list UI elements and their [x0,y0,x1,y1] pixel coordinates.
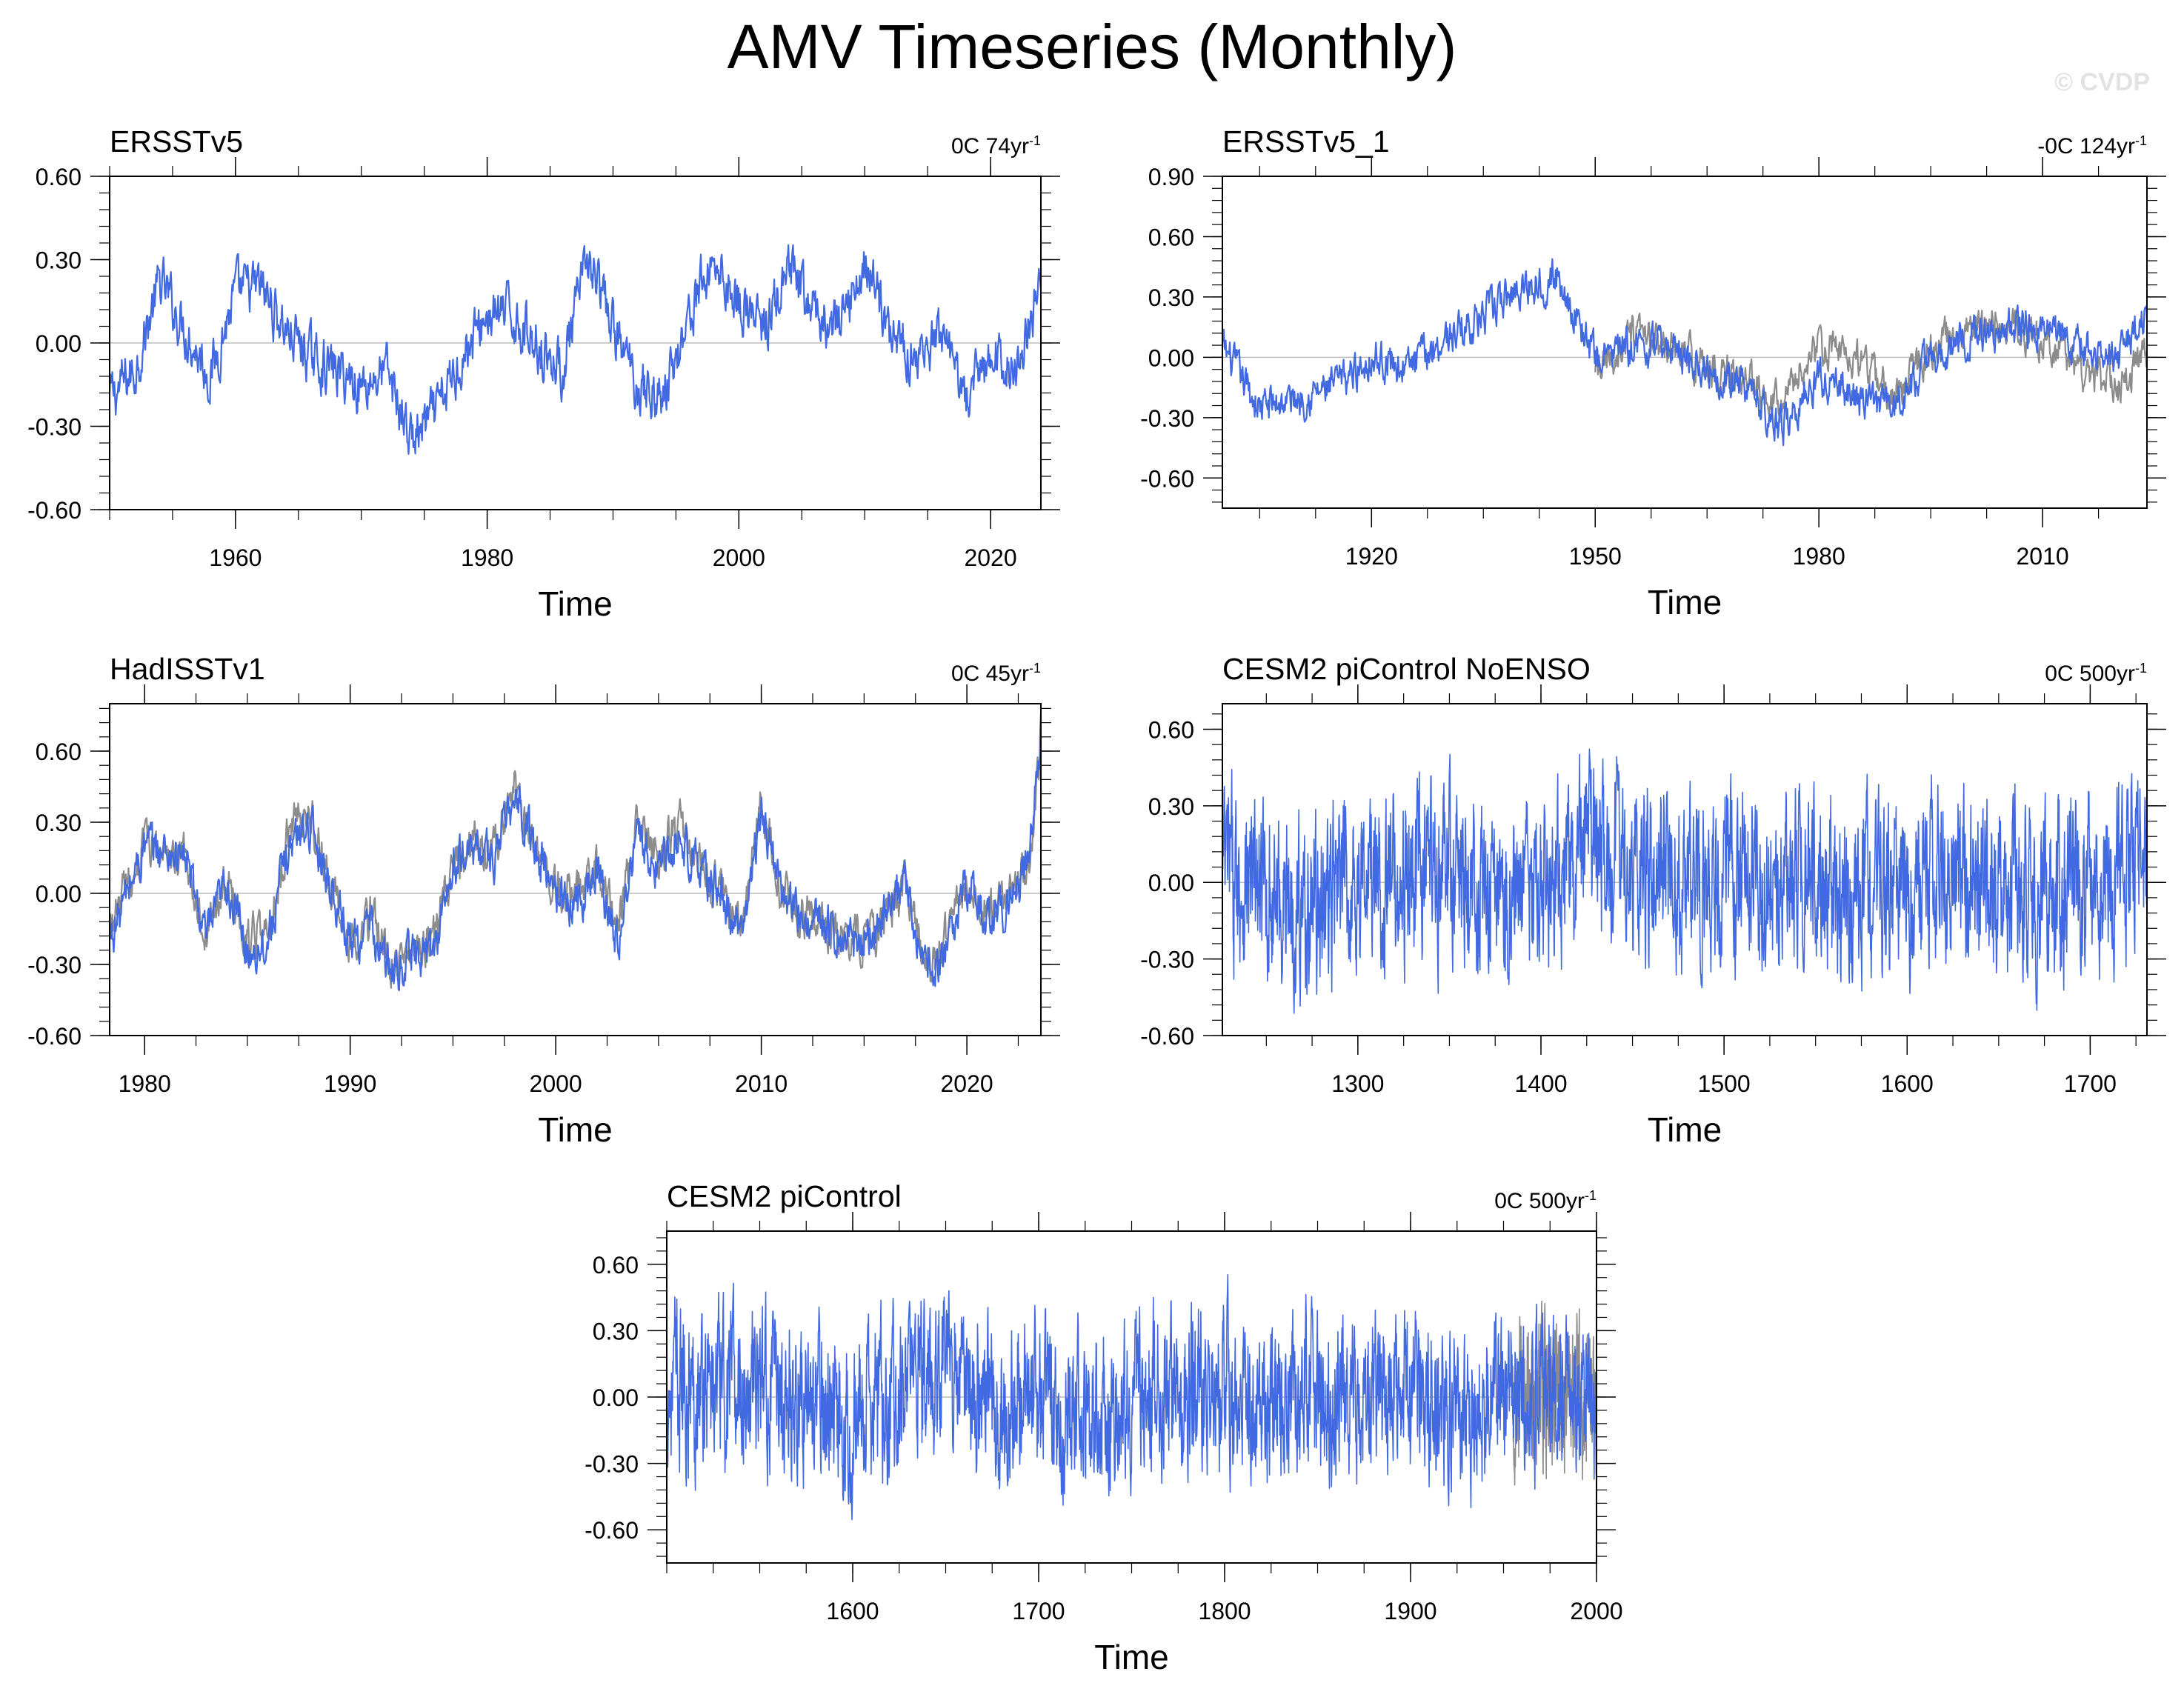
chart-svg: -0.60 -0.30 0.00 0.30 0.60 1980 1990 2000 2010 20… [27,684,1060,1097]
x-tick-label: 1800 [1198,1598,1251,1624]
y-tick-label: 0.60 [593,1252,639,1279]
series-line-blue [108,713,1042,992]
x-tick-label: 1960 [209,544,262,571]
x-tick-label: 1700 [2064,1070,2117,1097]
y-tick-label: 0.00 [36,330,81,357]
y-tick-label: 0.00 [593,1384,639,1411]
x-tick-label: 2000 [713,544,765,571]
y-tick-label: -0.30 [27,414,81,441]
trend-value: 0C 500yr [2045,661,2135,686]
x-tick-label: 1920 [1345,543,1398,570]
x-tick-label: 2010 [2017,543,2069,570]
y-tick-label: 0.60 [1148,224,1194,250]
panel-title: CESM2 piControl [667,1179,902,1213]
x-tick-label: 1950 [1569,543,1622,570]
y-tick-label: -0.30 [1140,947,1194,973]
trend-label: 0C 500yr-1 [1494,1188,1597,1214]
series-line-blue [1221,258,2148,447]
x-tick-label: 2020 [941,1070,993,1097]
trend-label: 0C 74yr-1 [951,133,1041,159]
trend-value: -0C 124yr [2037,134,2135,159]
series-line-blue [666,1273,1597,1521]
chart-svg: -0.60 -0.30 0.00 0.30 0.60 1300 1400 1500 1600 17… [1140,684,2166,1097]
y-tick-label: -0.30 [1140,405,1194,432]
x-tick-label: 1990 [324,1070,376,1097]
panel-title: ERSSTv5 [110,124,243,159]
series-line-blue [1222,748,2148,1014]
plot-frame [1222,176,2148,509]
trend-exponent: -1 [2134,133,2147,148]
trend-label: 0C 500yr-1 [2045,661,2147,687]
y-tick-label: 0.30 [1148,793,1194,820]
panel-title: CESM2 piControl NoENSO [1222,652,1591,686]
trend-label: -0C 124yr-1 [2037,133,2147,159]
panel-title: HadISSTv1 [110,652,265,686]
y-tick-label: 0.30 [36,810,81,836]
y-tick-label: -0.30 [27,952,81,979]
x-tick-label: 1300 [1331,1070,1384,1097]
plot-frame [109,703,1042,1036]
figure-title: AMV Timeseries (Monthly) [727,12,1457,81]
y-tick-label: -0.60 [1140,465,1194,492]
x-axis-label: Time [1094,1638,1169,1676]
chart-panel-cesm2-picontrol-noenso: -0.60 -0.30 0.00 0.30 0.60 1300 1400 1500 1600 17… [1111,639,2184,1150]
x-tick-label: 1400 [1514,1070,1567,1097]
y-tick-label: -0.60 [585,1517,639,1544]
chart-svg: -0.60 -0.30 0.00 0.30 0.60 1600 1700 1800 1900 20… [585,1212,1623,1624]
trend-value: 0C 45yr [950,661,1029,686]
chart-panel-ersstv5-1: -0.60 -0.30 0.00 0.30 0.60 0.90 1920 1950 1980 20… [1111,111,2184,622]
x-tick-label: 2000 [530,1070,582,1097]
y-tick-label: 0.00 [1148,344,1194,371]
y-tick-label: -0.60 [27,497,81,524]
y-tick-label: 0.60 [36,164,81,190]
x-tick-label: 2020 [964,544,1016,571]
trend-exponent: -1 [1584,1188,1597,1203]
panel-title: ERSSTv5_1 [1222,124,1390,159]
x-tick-label: 1900 [1384,1598,1436,1624]
y-tick-label: 0.30 [36,247,81,274]
y-tick-label: 0.60 [1148,716,1194,743]
y-tick-label: 0.60 [36,739,81,765]
x-tick-label: 2000 [1570,1598,1622,1624]
trend-exponent: -1 [2134,661,2147,676]
y-tick-label: 0.00 [1148,870,1194,896]
x-tick-label: 1980 [461,544,513,571]
trend-exponent: -1 [1028,133,1041,148]
trend-value: 0C 74yr [950,134,1029,159]
x-axis-label: Time [1647,1110,1722,1149]
y-tick-label: -0.60 [27,1023,81,1050]
y-tick-label: 0.90 [1148,164,1194,190]
chart-svg: -0.60 -0.30 0.00 0.30 0.60 0.90 1920 1950 1980 20… [1140,157,2166,570]
series-line-gray [1594,307,2148,424]
x-axis-label: Time [538,584,613,623]
trend-exponent: -1 [1028,661,1041,676]
y-tick-label: -0.30 [585,1451,639,1478]
cvdp-watermark: © CVDP [2054,68,2150,96]
x-tick-label: 1700 [1012,1598,1065,1624]
y-tick-label: 0.30 [1148,284,1194,311]
x-tick-label: 1600 [826,1598,879,1624]
chart-svg: -0.60 -0.30 0.00 0.30 0.60 1960 1980 2000 2020 [27,157,1060,571]
trend-value: 0C 500yr [1494,1189,1585,1213]
x-tick-label: 2010 [735,1070,788,1097]
trend-label: 0C 45yr-1 [951,661,1041,687]
x-tick-label: 1980 [1793,543,1845,570]
y-tick-label: -0.60 [1140,1023,1194,1050]
x-axis-label: Time [1647,583,1722,621]
series-line-blue [108,244,1042,455]
chart-panel-hadisstv1: -0.60 -0.30 0.00 0.30 0.60 1980 1990 2000 2010 20… [0,639,1092,1150]
x-tick-label: 1500 [1698,1070,1751,1097]
x-axis-label: Time [538,1110,613,1149]
x-tick-label: 1600 [1881,1070,1934,1097]
chart-panel-cesm2-picontrol: -0.60 -0.30 0.00 0.30 0.60 1600 1700 1800 1900 20… [556,1166,1648,1684]
y-tick-label: 0.30 [593,1318,639,1344]
chart-panel-ersstv5: -0.60 -0.30 0.00 0.30 0.60 1960 1980 2000 2020 ER… [0,111,1092,623]
y-tick-label: 0.00 [36,881,81,907]
x-tick-label: 1980 [119,1070,171,1097]
plot-frame [1222,703,2148,1036]
